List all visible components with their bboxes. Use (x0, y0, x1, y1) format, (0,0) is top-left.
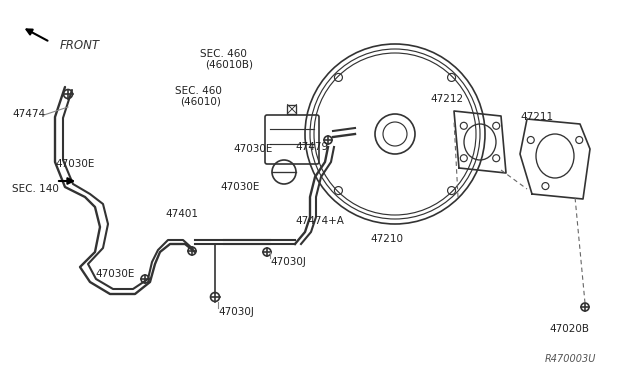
Text: 47030E: 47030E (233, 144, 273, 154)
Text: 47030J: 47030J (270, 257, 306, 267)
Text: SEC. 460: SEC. 460 (175, 86, 222, 96)
Text: 47474+A: 47474+A (295, 216, 344, 226)
Text: 47030E: 47030E (95, 269, 134, 279)
Bar (287, 105, 296, 113)
Text: 47401: 47401 (165, 209, 198, 219)
Text: 47211: 47211 (520, 112, 553, 122)
Text: SEC. 140: SEC. 140 (12, 184, 59, 194)
Text: (46010): (46010) (180, 96, 221, 106)
Text: SEC. 460: SEC. 460 (200, 49, 247, 59)
Text: (46010B): (46010B) (205, 59, 253, 69)
Text: 47030J: 47030J (218, 307, 254, 317)
Text: 47020B: 47020B (549, 324, 589, 334)
Text: FRONT: FRONT (60, 39, 100, 52)
Text: 47212: 47212 (430, 94, 463, 104)
Text: 47210: 47210 (370, 234, 403, 244)
Text: 47479: 47479 (295, 142, 328, 152)
Text: 47030E: 47030E (220, 182, 259, 192)
Text: R470003U: R470003U (545, 354, 596, 364)
Text: 47030E: 47030E (55, 159, 94, 169)
Text: 47474: 47474 (12, 109, 45, 119)
